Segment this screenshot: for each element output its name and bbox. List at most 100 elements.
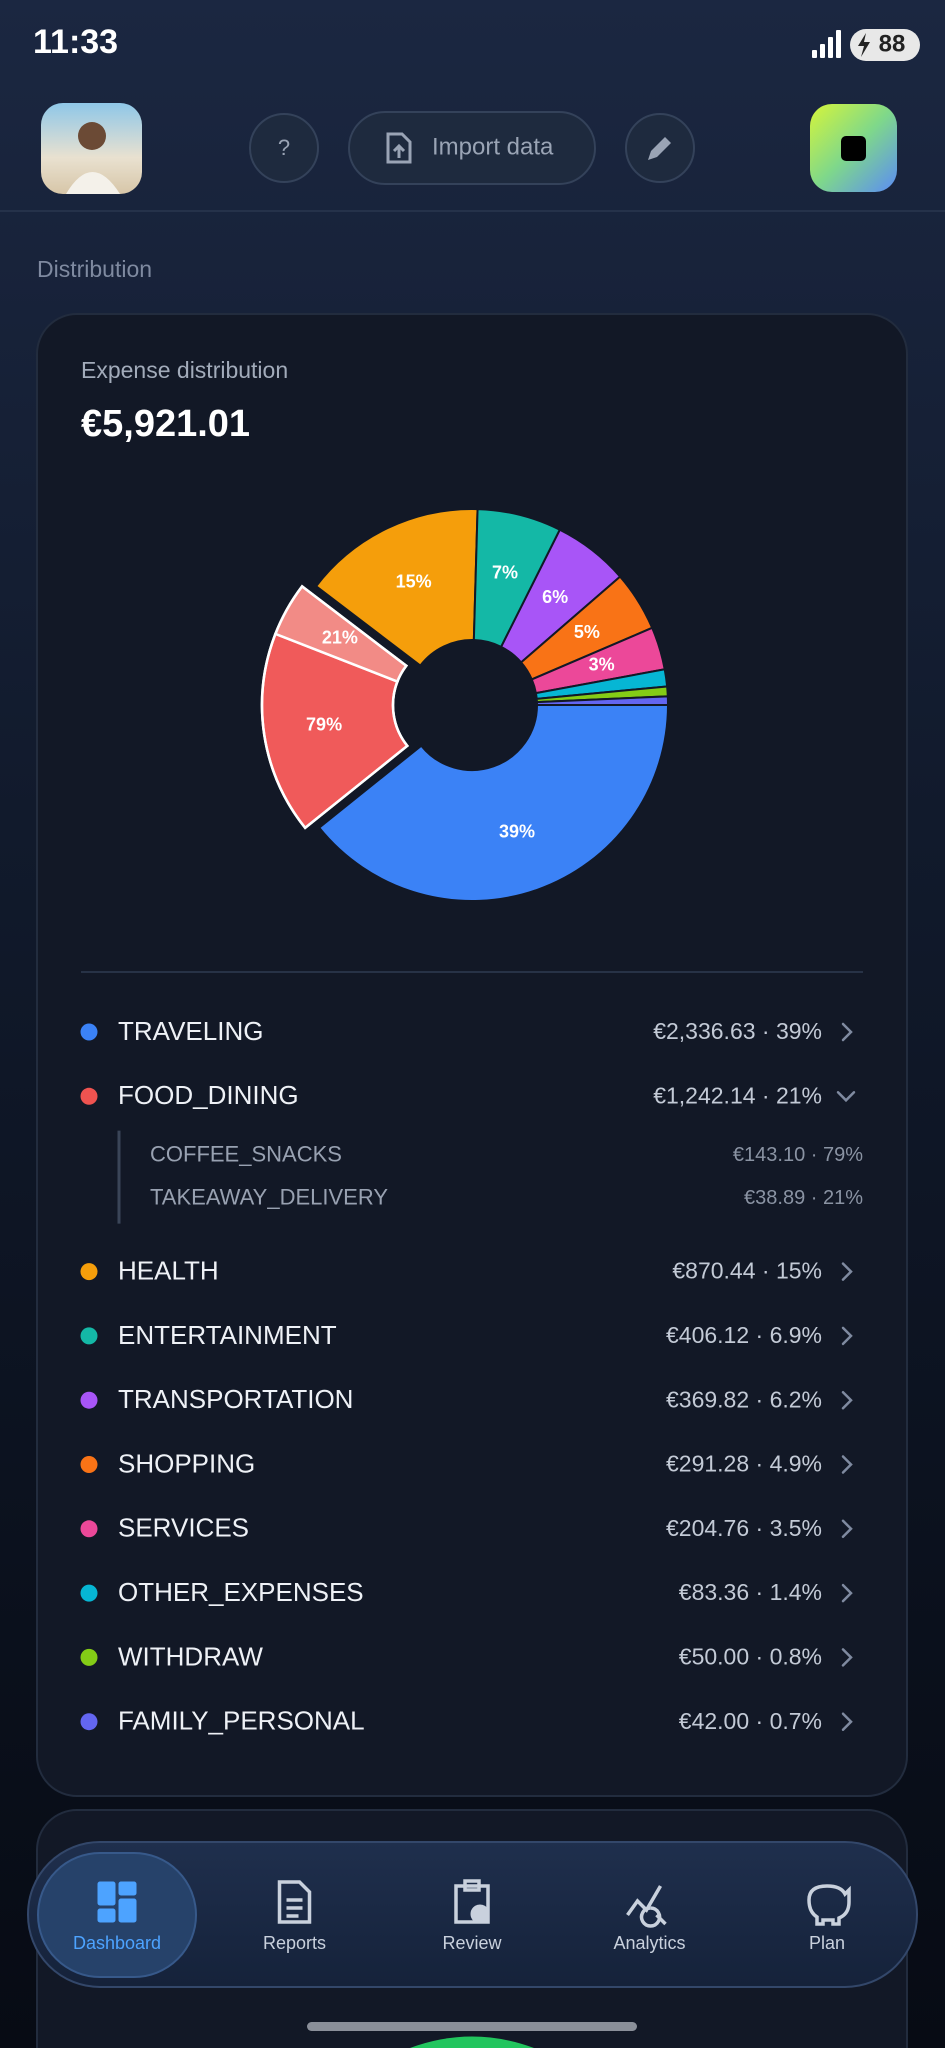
help-button[interactable] [249, 113, 319, 183]
category-row[interactable]: TRANSPORTATION €369.82 · 6.2% [80, 1384, 823, 1414]
tab-item[interactable]: Dashboard [37, 1852, 197, 1978]
category-detail: €50.00 · 0.8% [679, 1643, 822, 1669]
category-name: OTHER_EXPENSES [118, 1577, 364, 1607]
tab-item[interactable]: Plan [807, 1884, 851, 1953]
card-total: €5,921.01 [81, 403, 250, 445]
slice-label: 6% [542, 587, 568, 607]
active-tab-highlight [37, 1852, 197, 1978]
next-card-accent [410, 2036, 534, 2048]
category-name: SERVICES [118, 1513, 249, 1543]
tab-label: Analytics [613, 1933, 685, 1953]
sub-category-detail: €143.10 · 79% [733, 1144, 863, 1166]
category-row[interactable]: SHOPPING €291.28 · 4.9% [80, 1448, 823, 1478]
legend-dot [80, 1023, 98, 1041]
pie-chart: 39% 79% 21% 15% 7% 6% 5% 3% [260, 508, 670, 902]
category-detail: €406.12 · 6.9% [666, 1322, 822, 1348]
sub-category-name: COFFEE_SNACKS [150, 1141, 342, 1166]
legend-dot [80, 1263, 98, 1281]
legend-dot [80, 1327, 98, 1345]
category-name: SHOPPING [118, 1448, 255, 1478]
category-detail: €1,242.14 · 21% [653, 1082, 822, 1108]
battery [850, 29, 920, 61]
expand-chevron [841, 1326, 853, 1346]
tab-label: Plan [809, 1933, 845, 1953]
category-name: FAMILY_PERSONAL [118, 1706, 365, 1736]
tab-icon [626, 1885, 667, 1928]
edit-icon [648, 137, 671, 160]
avatar-body [66, 172, 120, 194]
category-name: HEALTH [118, 1255, 219, 1285]
expand-chevron [841, 1519, 853, 1539]
category-row[interactable]: FOOD_DINING €1,242.14 · 21% [80, 1080, 823, 1110]
legend-dot [80, 1087, 98, 1105]
category-detail: €369.82 · 6.2% [666, 1386, 822, 1412]
legend-dot [80, 1520, 98, 1538]
expand-chevron [841, 1712, 853, 1731]
slice-label: 5% [574, 622, 600, 642]
tab-icon [277, 1880, 312, 1924]
category-detail: €204.76 · 3.5% [666, 1515, 822, 1541]
import-button[interactable] [348, 111, 596, 185]
expand-chevron [841, 1022, 853, 1042]
category-row[interactable]: TRAVELING €2,336.63 · 39% [80, 1016, 823, 1046]
tab-label: Review [442, 1933, 502, 1953]
category-detail: €2,336.63 · 39% [653, 1018, 822, 1044]
legend-dot [80, 1391, 98, 1409]
slice-label: 7% [492, 562, 518, 582]
category-name: ENTERTAINMENT [118, 1320, 337, 1350]
slice-label: 39% [499, 822, 535, 842]
slice [314, 508, 479, 668]
charging-icon [858, 33, 870, 57]
sub-category-name: TAKEAWAY_DELIVERY [150, 1184, 388, 1209]
tab-icon [807, 1884, 851, 1926]
category-detail: €83.36 · 1.4% [679, 1579, 822, 1605]
tab-item[interactable]: Analytics [613, 1885, 686, 1953]
expand-chevron [841, 1390, 853, 1410]
category-row[interactable]: SERVICES €204.76 · 3.5% [80, 1513, 823, 1543]
slice-label: 3% [589, 654, 615, 674]
category-list: TRAVELING €2,336.63 · 39% FOOD_DINING €1,24… [80, 1016, 863, 1736]
card [36, 313, 908, 1797]
slice-label: 15% [396, 571, 432, 591]
slice-label: 79% [306, 714, 342, 734]
tab-items: Dashboard Reports Review Analytics Plan [37, 1852, 851, 1978]
card-title: Expense distribution [81, 357, 288, 383]
category-name: TRANSPORTATION [118, 1384, 353, 1414]
tab-icon [454, 1879, 490, 1924]
category-detail: €870.44 · 15% [672, 1258, 822, 1284]
home-indicator [307, 2022, 637, 2031]
category-detail: €291.28 · 4.9% [666, 1451, 822, 1477]
category-name: WITHDRAW [118, 1641, 263, 1671]
expand-chevron [841, 1583, 853, 1603]
legend-dot [80, 1456, 98, 1473]
help-label: ? [278, 135, 290, 160]
expand-chevron [841, 1648, 853, 1667]
slice [317, 704, 670, 902]
category-row[interactable]: HEALTH €870.44 · 15% [80, 1255, 823, 1285]
status-time: 11:33 [33, 23, 118, 61]
legend-dot [80, 1584, 98, 1602]
legend-dot [80, 1648, 98, 1666]
category-row[interactable]: ENTERTAINMENT €406.12 · 6.9% [80, 1320, 823, 1350]
category-detail: €42.00 · 0.7% [679, 1708, 822, 1734]
category-row[interactable]: FAMILY_PERSONAL €42.00 · 0.7% [80, 1706, 823, 1736]
slice-label: 21% [322, 628, 358, 648]
avatar-face [78, 122, 106, 150]
sub-category-detail: €38.89 · 21% [744, 1187, 863, 1209]
slice-outline [260, 584, 410, 830]
category-row[interactable]: WITHDRAW €50.00 · 0.8% [80, 1641, 823, 1671]
import-icon [386, 132, 412, 164]
category-name: TRAVELING [118, 1016, 263, 1046]
slice [535, 695, 670, 706]
expand-chevron [841, 1455, 853, 1474]
tab-item[interactable]: Reports [263, 1880, 326, 1953]
collapse-chevron [836, 1091, 856, 1103]
tab-label: Reports [263, 1933, 326, 1953]
tab-item[interactable]: Review [442, 1879, 503, 1953]
category-row[interactable]: OTHER_EXPENSES €83.36 · 1.4% [80, 1577, 823, 1607]
section-title: Distribution [37, 256, 152, 282]
category-name: FOOD_DINING [118, 1080, 299, 1110]
battery-level: 88 [879, 30, 906, 57]
import-label: Import data [432, 133, 554, 160]
signal-icon [812, 30, 841, 58]
